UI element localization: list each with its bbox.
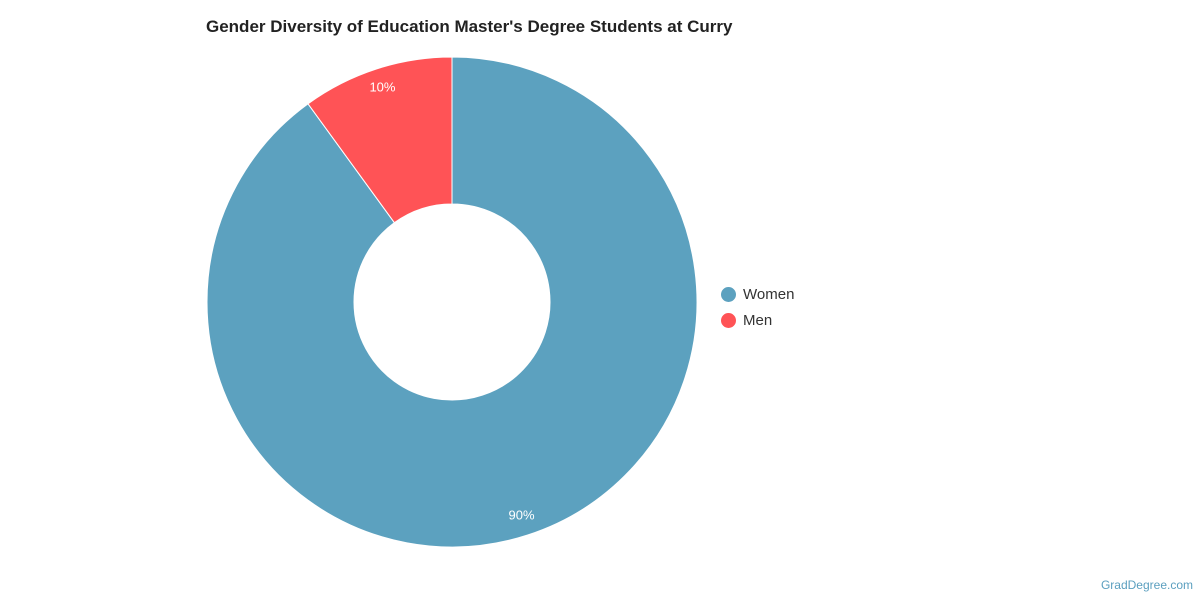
credit-link[interactable]: GradDegree.com <box>1100 578 1193 592</box>
chart-title: Gender Diversity of Education Master's D… <box>206 17 733 36</box>
data-label-women: 90% <box>509 507 535 522</box>
slice-men[interactable] <box>307 56 453 224</box>
legend-label: Men <box>743 311 773 329</box>
donut-slices <box>206 56 698 548</box>
legend-item-women[interactable]: Women <box>721 281 794 307</box>
legend-label: Women <box>743 285 795 303</box>
slice-women[interactable] <box>206 56 698 548</box>
legend-swatch-icon <box>721 286 736 302</box>
legend-swatch-icon <box>721 312 736 328</box>
data-label-men: 10% <box>369 79 395 94</box>
donut-data-labels: 90% 10% <box>369 79 535 522</box>
legend: Women Men <box>721 281 794 333</box>
legend-item-men[interactable]: Men <box>721 307 794 333</box>
